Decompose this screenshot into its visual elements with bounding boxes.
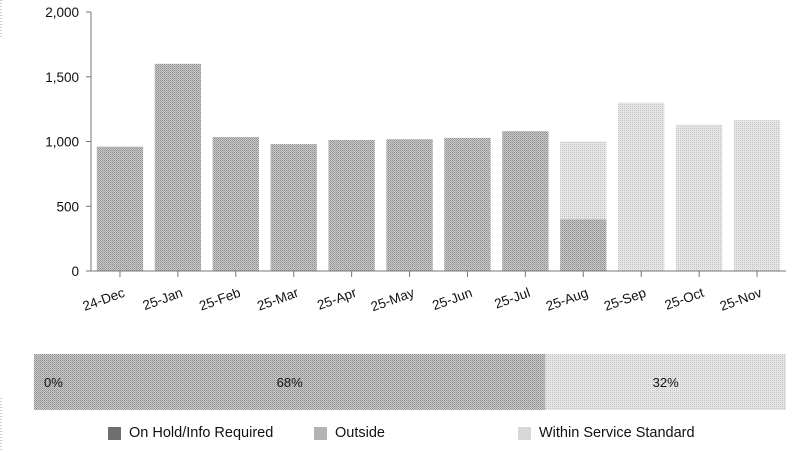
- bar-chart: 2,000 1,500 1,000 500 0 24-Dec 25-Jan 25-Feb 25…: [34, 5, 786, 410]
- share-label: 0%: [44, 375, 63, 390]
- bar-25-feb-outside: [212, 136, 259, 271]
- y-axis: 2,000 1,500 1,000 500 0: [45, 5, 92, 279]
- x-tick-label: 25-Jul: [492, 285, 532, 312]
- bar-25-may-outside: [386, 139, 433, 271]
- bar-25-mar-outside: [270, 144, 317, 271]
- bar-25-apr-outside: [328, 139, 375, 271]
- y-tick-label: 2,000: [45, 5, 79, 20]
- legend-item-outside: Outside: [314, 425, 385, 441]
- legend-swatch-outside: [314, 426, 327, 440]
- x-tick-label: 25-Jun: [430, 285, 474, 313]
- bar-25-aug-outside: [560, 219, 607, 271]
- bar-25-aug-within-service-standard: [560, 141, 607, 220]
- bar-25-sep-within-service-standard: [618, 102, 665, 272]
- x-tick-label: 25-Apr: [315, 285, 359, 313]
- x-tick-label: 25-Nov: [718, 285, 764, 314]
- share-label: 68%: [277, 375, 303, 390]
- x-tick-label: 25-Jan: [141, 285, 185, 313]
- share-bar: 0% 68% 32%: [34, 354, 786, 410]
- bar-25-nov-within-service-standard: [733, 120, 781, 271]
- legend-swatch-within: [518, 426, 531, 440]
- x-tick-label: 25-May: [369, 285, 417, 315]
- share-segment-within-service-standard: [545, 354, 786, 410]
- y-tick-label: 1,500: [45, 70, 79, 85]
- x-tick-label: 25-Aug: [544, 285, 590, 314]
- legend-item-within: Within Service Standard: [518, 425, 695, 441]
- bar-24-dec-outside: [96, 146, 144, 271]
- x-tick-label: 25-Feb: [197, 285, 242, 314]
- bar-25-oct-within-service-standard: [675, 124, 723, 271]
- legend-label-on-hold: On Hold/Info Required: [129, 425, 274, 441]
- share-segment-outside: [34, 354, 546, 410]
- x-tick-label: 25-Oct: [663, 285, 706, 313]
- y-tick-label: 500: [56, 199, 79, 214]
- legend-label-outside: Outside: [335, 425, 385, 441]
- x-axis: 24-Dec 25-Jan 25-Feb 25-Mar 25-Apr 25-May 25-J…: [81, 270, 786, 315]
- x-tick-label: 24-Dec: [81, 285, 127, 314]
- left-edge-marker-bottom: [0, 398, 2, 452]
- y-tick-label: 0: [71, 264, 79, 279]
- x-tick-label: 25-Mar: [255, 285, 301, 314]
- share-label: 32%: [653, 375, 679, 390]
- bars: [96, 63, 781, 272]
- legend-swatch-on-hold: [108, 426, 121, 440]
- legend-label-within: Within Service Standard: [539, 425, 695, 441]
- x-tick-label: 25-Sep: [602, 285, 648, 314]
- left-edge-marker-top: [0, 0, 2, 38]
- legend-item-on-hold: On Hold/Info Required: [108, 425, 273, 441]
- legend: On Hold/Info Required Outside Within Ser…: [108, 425, 768, 445]
- bar-25-jun-outside: [444, 137, 491, 271]
- bar-25-jan-outside: [154, 63, 202, 271]
- y-tick-label: 1,000: [45, 135, 79, 150]
- bar-25-jul-outside: [502, 131, 549, 271]
